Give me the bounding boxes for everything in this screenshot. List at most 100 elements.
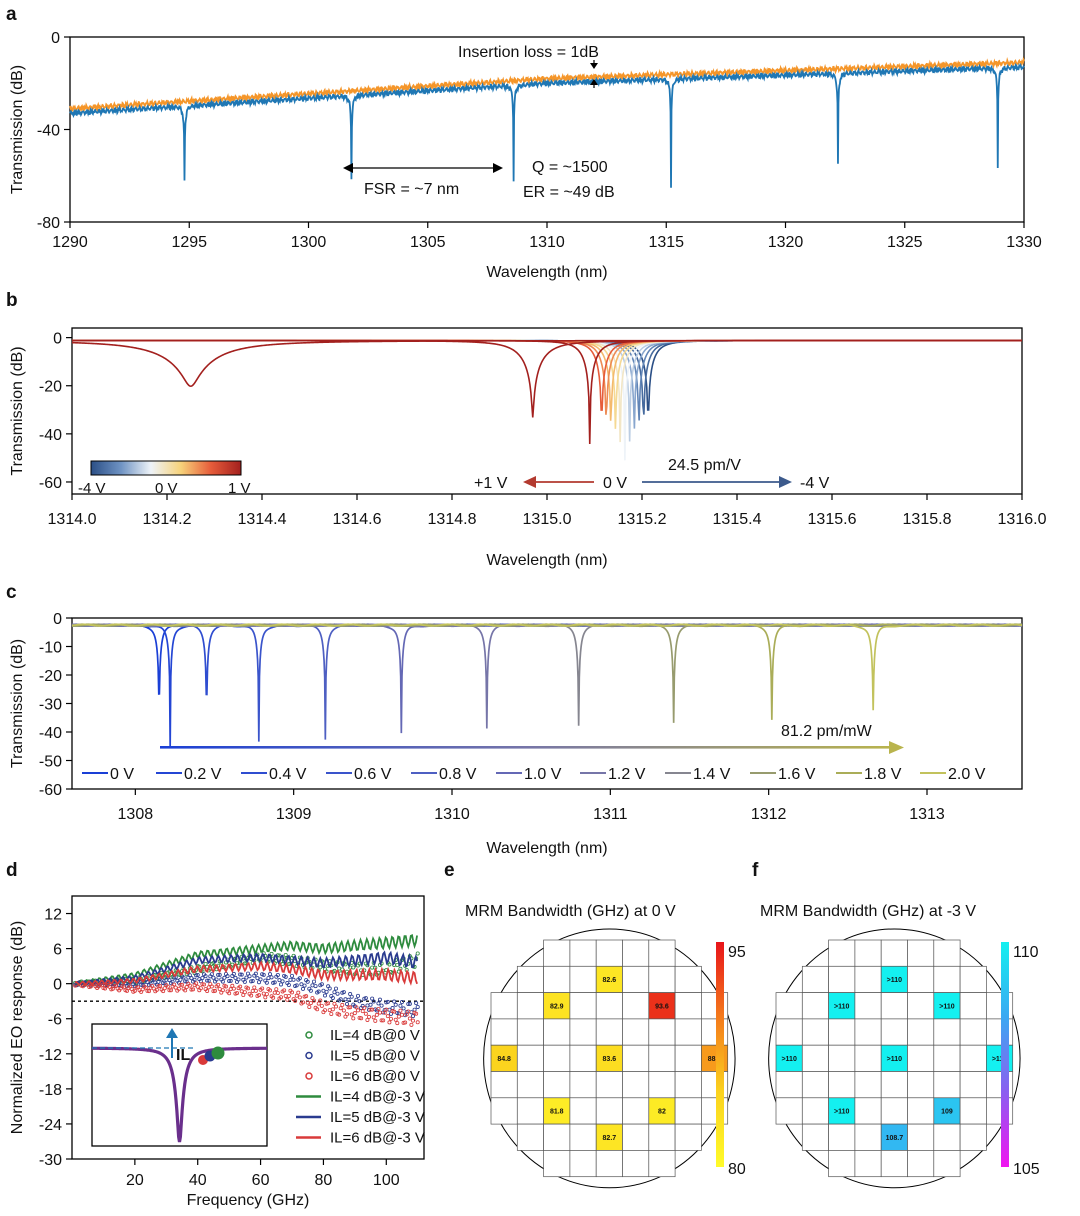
colorbar-max-e: 95 (728, 944, 746, 961)
die-cell (648, 1150, 676, 1178)
data-point-d (156, 979, 161, 984)
series-curve-c (71, 623, 1023, 723)
data-point-d (315, 1007, 320, 1012)
data-point-d (398, 1008, 403, 1013)
data-point-d (393, 1017, 398, 1022)
die-cell (854, 1097, 882, 1125)
x-tick-label-a: 1325 (887, 234, 923, 251)
forward-bias-curve-b (72, 339, 1022, 444)
die-cell-value: >110 (887, 1056, 902, 1063)
y-tick-label-c: -40 (39, 725, 62, 742)
x-tick-label-b: 1315.0 (523, 511, 572, 528)
y-tick-label-a: 0 (51, 30, 60, 47)
data-point-d (184, 985, 189, 990)
data-point-d (349, 1012, 354, 1017)
series-markers-d (73, 980, 420, 1027)
data-point-d (407, 1016, 412, 1021)
data-point-d (316, 1001, 321, 1006)
y-axis-label-a: Transmission (dB) (9, 65, 26, 194)
data-point-d (396, 1014, 401, 1019)
die-cell-value: 82.6 (603, 977, 617, 984)
data-point-d (249, 979, 254, 984)
data-point-d (359, 1016, 364, 1021)
data-point-d (393, 1002, 398, 1007)
data-point-d (322, 993, 327, 998)
data-point-d (300, 986, 305, 991)
series-curve-c (71, 623, 1023, 748)
data-point-d (260, 986, 265, 991)
data-point-d (239, 972, 244, 977)
x-axis-label-b: Wavelength (nm) (486, 552, 607, 569)
series-curve-c (71, 623, 1023, 711)
die-cell (801, 1044, 829, 1072)
data-point-d (157, 983, 162, 988)
die-cell (543, 1018, 571, 1046)
data-point-d (242, 990, 247, 995)
die-cell (595, 1071, 623, 1099)
data-point-d (172, 982, 177, 987)
wafer-outline-e (483, 928, 736, 1189)
data-point-d (370, 996, 375, 1001)
il-arrow-head-bottom (590, 79, 598, 85)
die-cell (880, 1150, 908, 1178)
data-point-d (278, 982, 283, 987)
x-tick-label-a: 1315 (648, 234, 684, 251)
sweep-curve-b (72, 339, 1022, 421)
y-tick-label-b: -60 (39, 475, 62, 492)
series-curve-c (71, 623, 1023, 726)
data-point-d (236, 977, 241, 982)
data-point-d (410, 1014, 415, 1019)
legend-label-d: IL=6 dB@-3 V (330, 1130, 425, 1147)
data-point-d (220, 988, 225, 993)
data-point-d (211, 989, 216, 994)
x-tick-label-b: 1315.8 (903, 511, 952, 528)
die-cell (828, 1018, 856, 1046)
die-cell-value: 84.8 (497, 1056, 511, 1063)
data-point-d (341, 990, 346, 995)
data-point-d (244, 975, 249, 980)
data-point-d (288, 977, 293, 982)
sweep-curve-b (72, 339, 1022, 421)
die-cell (854, 1150, 882, 1178)
data-point-d (167, 978, 172, 983)
data-point-d (371, 999, 376, 1004)
inset-dot-green (211, 1046, 225, 1060)
die-cell (648, 1044, 676, 1072)
data-point-d (401, 1006, 406, 1011)
die-cell (907, 1123, 935, 1151)
die-cell (933, 1150, 961, 1178)
y-tick-label-c: -20 (39, 668, 62, 685)
data-point-d (275, 973, 280, 978)
die-cell-measured (648, 1097, 676, 1125)
die-cell (854, 992, 882, 1020)
legend-label-c: 0 V (110, 766, 134, 783)
die-cell (622, 1044, 650, 1072)
die-cell (674, 1097, 702, 1125)
arrow-label-c: 81.2 pm/mW (781, 723, 873, 740)
data-point-d (308, 988, 313, 993)
x-tick-label-c: 1313 (909, 806, 945, 823)
x-tick-label-a: 1330 (1006, 234, 1042, 251)
data-point-d (354, 1005, 359, 1010)
data-point-d (327, 986, 332, 991)
data-point-d (183, 988, 188, 993)
die-cell (674, 992, 702, 1020)
data-point-d (195, 984, 200, 989)
sweep-curve-b (72, 339, 1022, 461)
data-point-d (343, 997, 348, 1002)
y-axis-label-b: Transmission (dB) (9, 346, 26, 475)
colorbar-min-f: 105 (1013, 1161, 1040, 1178)
data-point-d (354, 997, 359, 1002)
colorbar-b (90, 460, 242, 476)
y-tick-label-c: -30 (39, 697, 62, 714)
die-cell-value: >110 (939, 1003, 954, 1010)
data-point-d (247, 974, 252, 979)
data-point-d (278, 995, 283, 1000)
die-cell (907, 1150, 935, 1178)
data-point-d (316, 989, 321, 994)
series-line-d (74, 933, 418, 986)
data-point-d (282, 988, 287, 993)
data-point-d (283, 952, 288, 957)
arrow-blue-head-b (779, 476, 792, 488)
data-point-d (192, 977, 197, 982)
